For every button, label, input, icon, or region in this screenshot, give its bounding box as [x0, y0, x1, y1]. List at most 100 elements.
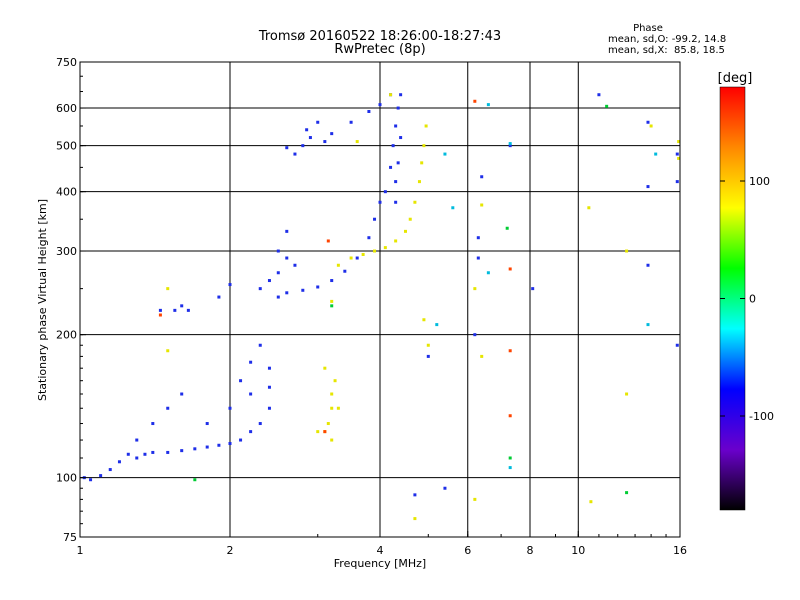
data-point [625, 249, 629, 253]
data-point [258, 287, 262, 291]
data-point [625, 392, 629, 396]
data-point [394, 200, 398, 204]
data-point [180, 449, 184, 453]
data-point [589, 500, 593, 504]
data-point [308, 136, 312, 140]
data-point [675, 180, 679, 184]
chart-title: Tromsø 20160522 18:26:00-18:27:43 [258, 29, 501, 44]
colorbar-label: [deg] [718, 71, 753, 86]
data-point [301, 144, 305, 148]
data-point [258, 343, 262, 347]
data-point [396, 161, 400, 165]
data-point [276, 271, 280, 275]
y-tick-label: 300 [56, 245, 77, 258]
data-point [293, 263, 297, 267]
data-point [508, 456, 512, 460]
data-point [349, 120, 353, 124]
data-point [166, 450, 170, 454]
data-point [193, 478, 197, 482]
data-point [186, 308, 190, 312]
data-point [413, 493, 417, 497]
colorbar-tick-label: -100 [749, 410, 774, 423]
colorbar-tick-label: 100 [749, 175, 770, 188]
data-point [267, 385, 271, 389]
data-point [505, 226, 509, 230]
data-point [508, 466, 512, 470]
data-point [330, 132, 334, 136]
data-point [625, 491, 629, 495]
data-point [391, 144, 395, 148]
data-point [205, 422, 209, 426]
data-point [193, 447, 197, 451]
data-point [597, 93, 601, 97]
data-point [424, 124, 428, 128]
data-point [403, 229, 407, 233]
data-point [649, 124, 653, 128]
data-point [396, 106, 400, 110]
data-point [330, 299, 334, 303]
data-point [426, 343, 430, 347]
data-point [508, 267, 512, 271]
data-point [267, 279, 271, 283]
data-point [473, 99, 477, 103]
y-tick-label: 100 [56, 472, 77, 485]
data-point [135, 438, 139, 442]
data-point [143, 452, 147, 456]
data-point [108, 468, 112, 472]
x-tick-label: 4 [377, 544, 384, 557]
data-point [323, 430, 327, 434]
data-point [228, 283, 232, 287]
data-point [451, 206, 455, 210]
data-point [677, 156, 681, 160]
data-point [99, 474, 103, 478]
data-point [276, 249, 280, 253]
data-point [646, 185, 650, 189]
data-point [333, 379, 337, 383]
data-point [249, 360, 253, 364]
stats-heading: Phase [633, 23, 663, 34]
data-point [285, 146, 289, 150]
data-point [394, 124, 398, 128]
x-tick-label: 8 [527, 544, 534, 557]
data-point [151, 422, 155, 426]
data-point [420, 161, 424, 165]
data-point [378, 200, 382, 204]
data-point [330, 279, 334, 283]
data-point [249, 392, 253, 396]
data-point [399, 93, 403, 97]
data-point [166, 287, 170, 291]
data-point [383, 190, 387, 194]
data-point [508, 142, 512, 146]
stats-o-mode: mean, sd,O: -99.2, 14.8 [608, 34, 726, 45]
data-point [166, 406, 170, 410]
data-point [443, 486, 447, 490]
data-point [476, 236, 480, 240]
data-point [367, 109, 371, 113]
data-point [316, 120, 320, 124]
data-point [677, 140, 681, 144]
data-point [473, 497, 477, 501]
data-point [473, 333, 477, 337]
x-tick-label: 10 [571, 544, 585, 557]
data-point [343, 269, 347, 273]
data-point [285, 256, 289, 260]
data-point [349, 256, 353, 260]
data-point [373, 249, 377, 253]
y-tick-label: 500 [56, 140, 77, 153]
data-point [126, 452, 130, 456]
data-point [389, 165, 393, 169]
y-tick-label: 600 [56, 102, 77, 115]
data-point [646, 263, 650, 267]
data-point [480, 175, 484, 179]
x-tick-label: 2 [227, 544, 234, 557]
data-point [305, 128, 309, 132]
data-point [646, 323, 650, 327]
data-point [217, 443, 221, 447]
data-point [675, 343, 679, 347]
data-point [228, 442, 232, 446]
y-tick-label: 75 [63, 531, 77, 544]
data-point [336, 406, 340, 410]
y-axis-ticks: 75 100 200 300 400 500 600 750 [56, 56, 86, 544]
data-point [135, 456, 139, 460]
